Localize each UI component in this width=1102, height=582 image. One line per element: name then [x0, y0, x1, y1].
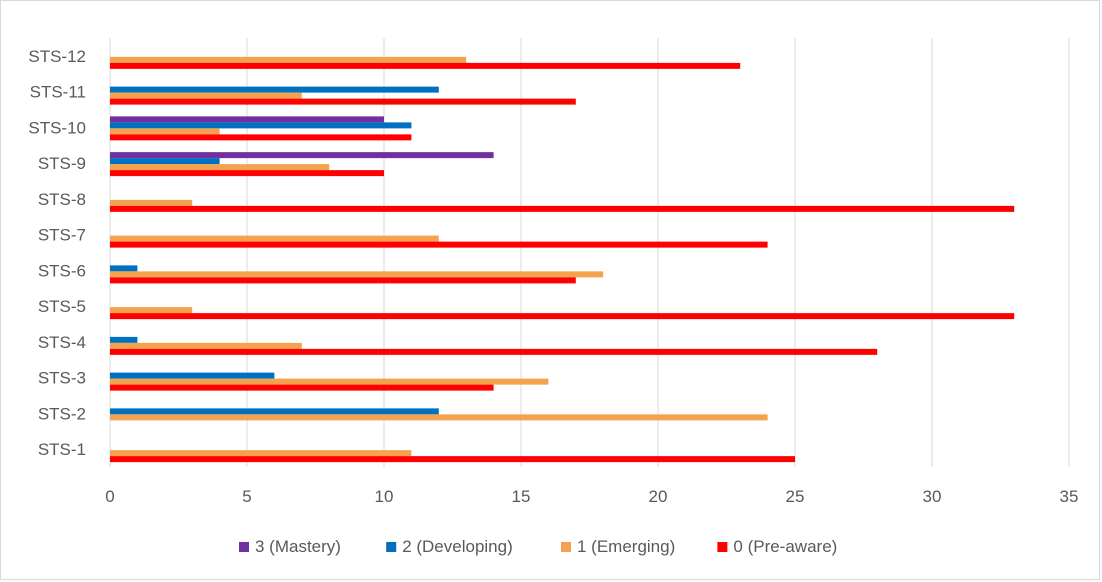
category-label: STS-2 [38, 404, 86, 423]
bar [110, 170, 384, 177]
bar [110, 456, 795, 463]
bar [110, 378, 549, 385]
category-label: STS-3 [38, 369, 86, 388]
legend-swatch [561, 542, 571, 552]
x-tick-label: 35 [1060, 487, 1079, 506]
bar [110, 205, 1015, 212]
category-label: STS-7 [38, 226, 86, 245]
category-label: STS-8 [38, 190, 86, 209]
legend-item: 0 (Pre-aware) [717, 537, 837, 556]
category-label: STS-4 [38, 333, 86, 352]
bar [110, 414, 768, 421]
bar [110, 271, 604, 278]
bar [110, 241, 768, 248]
bar [110, 235, 439, 242]
legend-swatch [239, 542, 249, 552]
bar [110, 384, 494, 391]
bar [110, 265, 138, 272]
bar [110, 199, 193, 206]
bar [110, 86, 439, 93]
bar [110, 408, 439, 415]
x-tick-label: 30 [923, 487, 942, 506]
bar [110, 158, 220, 165]
bar [110, 348, 878, 355]
bar [110, 128, 220, 135]
bar [110, 372, 275, 379]
category-label: STS-9 [38, 154, 86, 173]
legend-swatch [386, 542, 397, 552]
legend-item: 3 (Mastery) [239, 537, 341, 556]
legend-label: 3 (Mastery) [255, 537, 341, 556]
bar [110, 98, 576, 105]
x-tick-label: 20 [649, 487, 668, 506]
bars [110, 56, 1015, 463]
category-label: STS-11 [30, 83, 86, 102]
category-label: STS-10 [28, 118, 86, 137]
bar [110, 56, 467, 63]
x-tick-label: 10 [375, 487, 394, 506]
legend-item: 2 (Developing) [386, 537, 513, 556]
legend-label: 2 (Developing) [402, 537, 513, 556]
gridlines [109, 38, 1070, 467]
bar [110, 62, 741, 69]
bar [110, 277, 576, 284]
category-label: STS-12 [28, 47, 86, 66]
bar [110, 313, 1015, 320]
bar [110, 164, 330, 171]
bar [110, 92, 302, 99]
x-tick-label: 5 [242, 487, 251, 506]
legend-swatch [717, 542, 728, 552]
x-tick-label: 25 [786, 487, 805, 506]
bar [110, 307, 193, 314]
legend: 3 (Mastery) 2 (Developing) 1 (Emerging) 0 (… [239, 537, 837, 556]
category-label: STS-1 [38, 440, 86, 459]
x-tick-labels: 0 5 10 15 20 25 30 35 [105, 487, 1078, 506]
bar [110, 116, 384, 123]
legend-label: 1 (Emerging) [577, 537, 675, 556]
legend-label: 0 (Pre-aware) [733, 537, 837, 556]
category-label: STS-6 [38, 261, 86, 280]
bar [110, 342, 302, 349]
bar [110, 450, 412, 457]
x-tick-label: 15 [512, 487, 531, 506]
category-labels: STS-1 STS-2 STS-3 STS-4 STS-5 STS-6 STS-7 STS-8… [28, 47, 86, 459]
bar [110, 336, 138, 343]
legend-item: 1 (Emerging) [561, 537, 675, 556]
bar [110, 152, 494, 159]
x-tick-label: 0 [105, 487, 114, 506]
category-label: STS-5 [38, 297, 86, 316]
bar [110, 134, 412, 141]
bar [110, 122, 412, 129]
